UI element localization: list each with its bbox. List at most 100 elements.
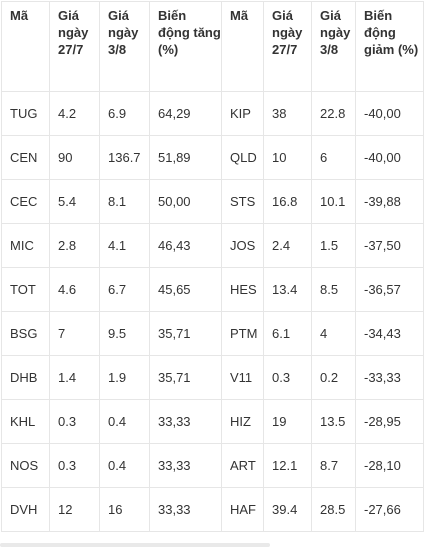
table-cell: 0.3: [49, 443, 100, 488]
table-cell: 19: [263, 399, 312, 444]
table-cell: STS: [221, 179, 264, 224]
table-cell: -27,66: [355, 487, 424, 532]
table-cell: KIP: [221, 91, 264, 136]
table-cell: -33,33: [355, 355, 424, 400]
table-cell: QLD: [221, 135, 264, 180]
table-cell: 10: [263, 135, 312, 180]
header-cell-price-3-8-2: Giá ngày 3/8: [311, 1, 356, 92]
table-cell: HAF: [221, 487, 264, 532]
table-cell: 6.7: [99, 267, 150, 312]
table-cell: 6: [311, 135, 356, 180]
table-cell: 8.5: [311, 267, 356, 312]
table-cell: 22.8: [311, 91, 356, 136]
table-cell: HIZ: [221, 399, 264, 444]
table-cell: 50,00: [149, 179, 222, 224]
table-row: TOT 4.6 6.7 45,65 HES 13.4 8.5 -36,57: [1, 267, 424, 312]
table-cell: TUG: [1, 91, 50, 136]
table-cell: 13.4: [263, 267, 312, 312]
table-cell: 16: [99, 487, 150, 532]
header-cell-code-2: Mã: [221, 1, 264, 92]
table-cell: 13.5: [311, 399, 356, 444]
table-cell: 33,33: [149, 443, 222, 488]
table-cell: 2.8: [49, 223, 100, 268]
table-cell: -37,50: [355, 223, 424, 268]
table-cell: -40,00: [355, 91, 424, 136]
table-cell: -28,10: [355, 443, 424, 488]
table-cell: TOT: [1, 267, 50, 312]
header-cell-price-27-7-2: Giá ngày 27/7: [263, 1, 312, 92]
table-cell: 12: [49, 487, 100, 532]
table-cell: NOS: [1, 443, 50, 488]
table-cell: 6.1: [263, 311, 312, 356]
table-cell: -40,00: [355, 135, 424, 180]
table-cell: -34,43: [355, 311, 424, 356]
header-cell-price-27-7: Giá ngày 27/7: [49, 1, 100, 92]
table-cell: PTM: [221, 311, 264, 356]
table-cell: 64,29: [149, 91, 222, 136]
table-row: TUG 4.2 6.9 64,29 KIP 38 22.8 -40,00: [1, 91, 424, 136]
table-cell: 8.7: [311, 443, 356, 488]
table-cell: ART: [221, 443, 264, 488]
table-cell: CEC: [1, 179, 50, 224]
table-cell: 38: [263, 91, 312, 136]
table-cell: MIC: [1, 223, 50, 268]
stock-table: Mã Giá ngày 27/7 Giá ngày 3/8 Biến động …: [1, 1, 424, 532]
table-cell: 90: [49, 135, 100, 180]
table-cell: 35,71: [149, 355, 222, 400]
table-cell: 1.5: [311, 223, 356, 268]
table-cell: -28,95: [355, 399, 424, 444]
table-cell: 33,33: [149, 399, 222, 444]
table-cell: 0.4: [99, 399, 150, 444]
table-row: DVH 12 16 33,33 HAF 39.4 28.5 -27,66: [1, 487, 424, 532]
table-cell: 5.4: [49, 179, 100, 224]
table-row: DHB 1.4 1.9 35,71 V11 0.3 0.2 -33,33: [1, 355, 424, 400]
table-row: MIC 2.8 4.1 46,43 JOS 2.4 1.5 -37,50: [1, 223, 424, 268]
table-cell: DHB: [1, 355, 50, 400]
table-cell: 12.1: [263, 443, 312, 488]
horizontal-scrollbar[interactable]: [0, 543, 270, 547]
table-row: CEN 90 136.7 51,89 QLD 10 6 -40,00: [1, 135, 424, 180]
table-cell: 16.8: [263, 179, 312, 224]
table-cell: DVH: [1, 487, 50, 532]
table-cell: CEN: [1, 135, 50, 180]
table-row: NOS 0.3 0.4 33,33 ART 12.1 8.7 -28,10: [1, 443, 424, 488]
header-cell-change-down: Biến động giảm (%): [355, 1, 424, 92]
table-cell: -39,88: [355, 179, 424, 224]
table-cell: 4.1: [99, 223, 150, 268]
table-cell: 2.4: [263, 223, 312, 268]
table-row: BSG 7 9.5 35,71 PTM 6.1 4 -34,43: [1, 311, 424, 356]
table-cell: 8.1: [99, 179, 150, 224]
table-cell: 4.2: [49, 91, 100, 136]
table-cell: V11: [221, 355, 264, 400]
table-cell: 10.1: [311, 179, 356, 224]
table-cell: 0.3: [49, 399, 100, 444]
table-cell: 51,89: [149, 135, 222, 180]
table-cell: 1.9: [99, 355, 150, 400]
table-cell: 136.7: [99, 135, 150, 180]
table-row: CEC 5.4 8.1 50,00 STS 16.8 10.1 -39,88: [1, 179, 424, 224]
table-cell: 4: [311, 311, 356, 356]
table-cell: HES: [221, 267, 264, 312]
table-cell: 7: [49, 311, 100, 356]
table-cell: -36,57: [355, 267, 424, 312]
table-cell: 0.3: [263, 355, 312, 400]
table-cell: 35,71: [149, 311, 222, 356]
table-cell: 6.9: [99, 91, 150, 136]
table-row: KHL 0.3 0.4 33,33 HIZ 19 13.5 -28,95: [1, 399, 424, 444]
table-cell: JOS: [221, 223, 264, 268]
table-cell: 1.4: [49, 355, 100, 400]
table-cell: 4.6: [49, 267, 100, 312]
table-cell: 0.4: [99, 443, 150, 488]
header-cell-code: Mã: [1, 1, 50, 92]
table-cell: 46,43: [149, 223, 222, 268]
table-cell: 45,65: [149, 267, 222, 312]
table-cell: 33,33: [149, 487, 222, 532]
table-cell: KHL: [1, 399, 50, 444]
header-row: Mã Giá ngày 27/7 Giá ngày 3/8 Biến động …: [1, 1, 424, 92]
header-cell-price-3-8: Giá ngày 3/8: [99, 1, 150, 92]
table-cell: BSG: [1, 311, 50, 356]
table-cell: 28.5: [311, 487, 356, 532]
table-cell: 39.4: [263, 487, 312, 532]
header-cell-change-up: Biến động tăng (%): [149, 1, 222, 92]
table-cell: 9.5: [99, 311, 150, 356]
